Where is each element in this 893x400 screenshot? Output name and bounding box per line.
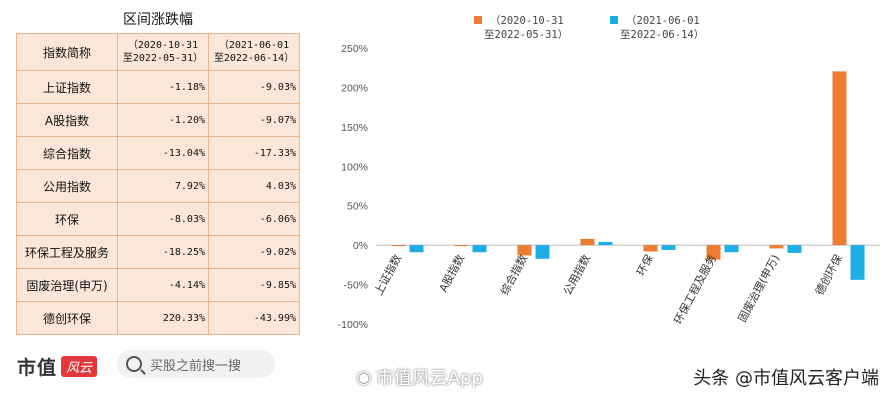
bar-series-2 bbox=[409, 245, 424, 253]
bar-series-2 bbox=[661, 245, 676, 250]
row-name: 德创环保 bbox=[16, 301, 118, 335]
category-label: 公用指数 bbox=[560, 252, 593, 297]
row-value-2: -6.06% bbox=[208, 202, 300, 236]
row-name: 上证指数 bbox=[16, 70, 118, 104]
source-credit: 头条 @市值风云客户端 bbox=[693, 368, 879, 389]
header-col-1-line1: （2020-10-31 bbox=[127, 40, 199, 51]
category-label: 德创环保 bbox=[812, 252, 845, 297]
weibo-icon: ◉ bbox=[356, 366, 372, 388]
bar-series-1 bbox=[706, 245, 721, 260]
row-name: 环保工程及服务 bbox=[16, 235, 118, 269]
row-name: 环保 bbox=[16, 202, 118, 236]
row-value-1: -13.04% bbox=[117, 136, 209, 170]
table-row: 固废治理(申万) -4.14% -9.85% bbox=[16, 268, 300, 302]
bar-chart: 250% 200% 150% 100% 50% 0% -50% -100% 上证指数 A股指数 综合… bbox=[338, 15, 880, 331]
bar-series-2 bbox=[850, 245, 865, 280]
legend-swatch bbox=[474, 16, 482, 24]
y-tick-label: 100% bbox=[341, 161, 368, 173]
row-value-1: -1.18% bbox=[117, 70, 209, 104]
header-col-1-line2: 至2022-05-31） bbox=[122, 53, 204, 64]
bar-series-2 bbox=[472, 245, 487, 253]
legend-label-line2: 至2022-06-14） bbox=[620, 29, 704, 41]
row-value-1: -4.14% bbox=[117, 268, 209, 302]
data-table: 指数简称 （2020-10-31 至2022-05-31） （2021-06-0… bbox=[16, 33, 300, 335]
data-table-panel: 区间涨跌幅 指数简称 （2020-10-31 至2022-05-31） （202… bbox=[16, 8, 300, 335]
bar-series-1 bbox=[769, 245, 784, 249]
row-name: A股指数 bbox=[16, 103, 118, 137]
table-row: 德创环保 220.33% -43.99% bbox=[16, 301, 300, 335]
row-value-2: 4.03% bbox=[208, 169, 300, 203]
y-tick-label: -100% bbox=[338, 319, 368, 331]
category-label: 固废治理(申万) bbox=[735, 252, 782, 324]
weibo-watermark-text: 市值风云App bbox=[375, 368, 483, 389]
header-name: 指数简称 bbox=[16, 33, 118, 71]
bar-series-1 bbox=[580, 238, 595, 246]
row-name: 公用指数 bbox=[16, 169, 118, 203]
y-tick-label: 150% bbox=[341, 122, 368, 134]
table-row: 上证指数 -1.18% -9.03% bbox=[16, 70, 300, 104]
table-row: 环保 -8.03% -6.06% bbox=[16, 202, 300, 236]
category-label: 环保工程及服务 bbox=[671, 252, 720, 327]
logo-text: 市值 bbox=[17, 357, 58, 379]
bar-series-2 bbox=[787, 245, 802, 253]
row-value-2: -9.07% bbox=[208, 103, 300, 137]
table-row: 综合指数 -13.04% -17.33% bbox=[16, 136, 300, 170]
bar-series-1 bbox=[517, 245, 532, 256]
row-value-2: -9.85% bbox=[208, 268, 300, 302]
bar-series-1 bbox=[454, 245, 469, 247]
table-row: 环保工程及服务 -18.25% -9.02% bbox=[16, 235, 300, 269]
legend-label-line2: 至2022-05-31） bbox=[484, 29, 568, 41]
weibo-watermark: ◉ 市值风云App bbox=[356, 364, 483, 390]
category-label: 上证指数 bbox=[371, 252, 404, 297]
header-col-1: （2020-10-31 至2022-05-31） bbox=[117, 33, 209, 71]
table-header-row: 指数简称 （2020-10-31 至2022-05-31） （2021-06-0… bbox=[16, 33, 300, 71]
y-tick-label: 50% bbox=[347, 201, 368, 213]
bar-series-2 bbox=[724, 245, 739, 253]
row-value-1: -1.20% bbox=[117, 103, 209, 137]
bar-series-2 bbox=[598, 241, 613, 246]
legend-label-line1: （2021-06-01 bbox=[626, 15, 700, 27]
header-col-2-line2: 至2022-06-14） bbox=[213, 53, 295, 64]
row-name: 固废治理(申万) bbox=[16, 268, 118, 302]
row-value-1: 220.33% bbox=[117, 301, 209, 335]
row-value-1: -18.25% bbox=[117, 235, 209, 269]
header-col-2: （2021-06-01 至2022-06-14） bbox=[208, 33, 300, 71]
row-value-2: -9.02% bbox=[208, 235, 300, 269]
legend-label-line1: （2020-10-31 bbox=[490, 15, 564, 27]
brand-logo: 市值 风云 bbox=[17, 353, 98, 380]
bar-series-2 bbox=[535, 245, 550, 259]
search-icon bbox=[126, 356, 142, 372]
y-tick-label: -50% bbox=[343, 280, 368, 292]
bar-series-1 bbox=[643, 245, 658, 252]
row-value-1: 7.92% bbox=[117, 169, 209, 203]
category-label: 综合指数 bbox=[497, 252, 530, 297]
row-value-2: -9.03% bbox=[208, 70, 300, 104]
row-value-2: -43.99% bbox=[208, 301, 300, 335]
y-tick-label: 200% bbox=[341, 82, 368, 94]
search-placeholder: 买股之前搜一搜 bbox=[150, 358, 242, 374]
legend-swatch bbox=[610, 16, 618, 24]
row-value-1: -8.03% bbox=[117, 202, 209, 236]
row-value-2: -17.33% bbox=[208, 136, 300, 170]
bar-series-1 bbox=[832, 71, 847, 246]
logo-badge: 风云 bbox=[61, 356, 98, 377]
table-row: A股指数 -1.20% -9.07% bbox=[16, 103, 300, 137]
y-tick-label: 0% bbox=[353, 240, 368, 252]
category-label: A股指数 bbox=[436, 252, 467, 294]
y-tick-label: 250% bbox=[341, 43, 368, 55]
search-box[interactable]: 买股之前搜一搜 bbox=[117, 350, 275, 378]
table-row: 公用指数 7.92% 4.03% bbox=[16, 169, 300, 203]
table-title: 区间涨跌幅 bbox=[123, 12, 193, 28]
bar-series-1 bbox=[391, 245, 406, 247]
header-col-2-line1: （2021-06-01 bbox=[218, 40, 290, 51]
category-label: 环保 bbox=[633, 252, 656, 278]
row-name: 综合指数 bbox=[16, 136, 118, 170]
